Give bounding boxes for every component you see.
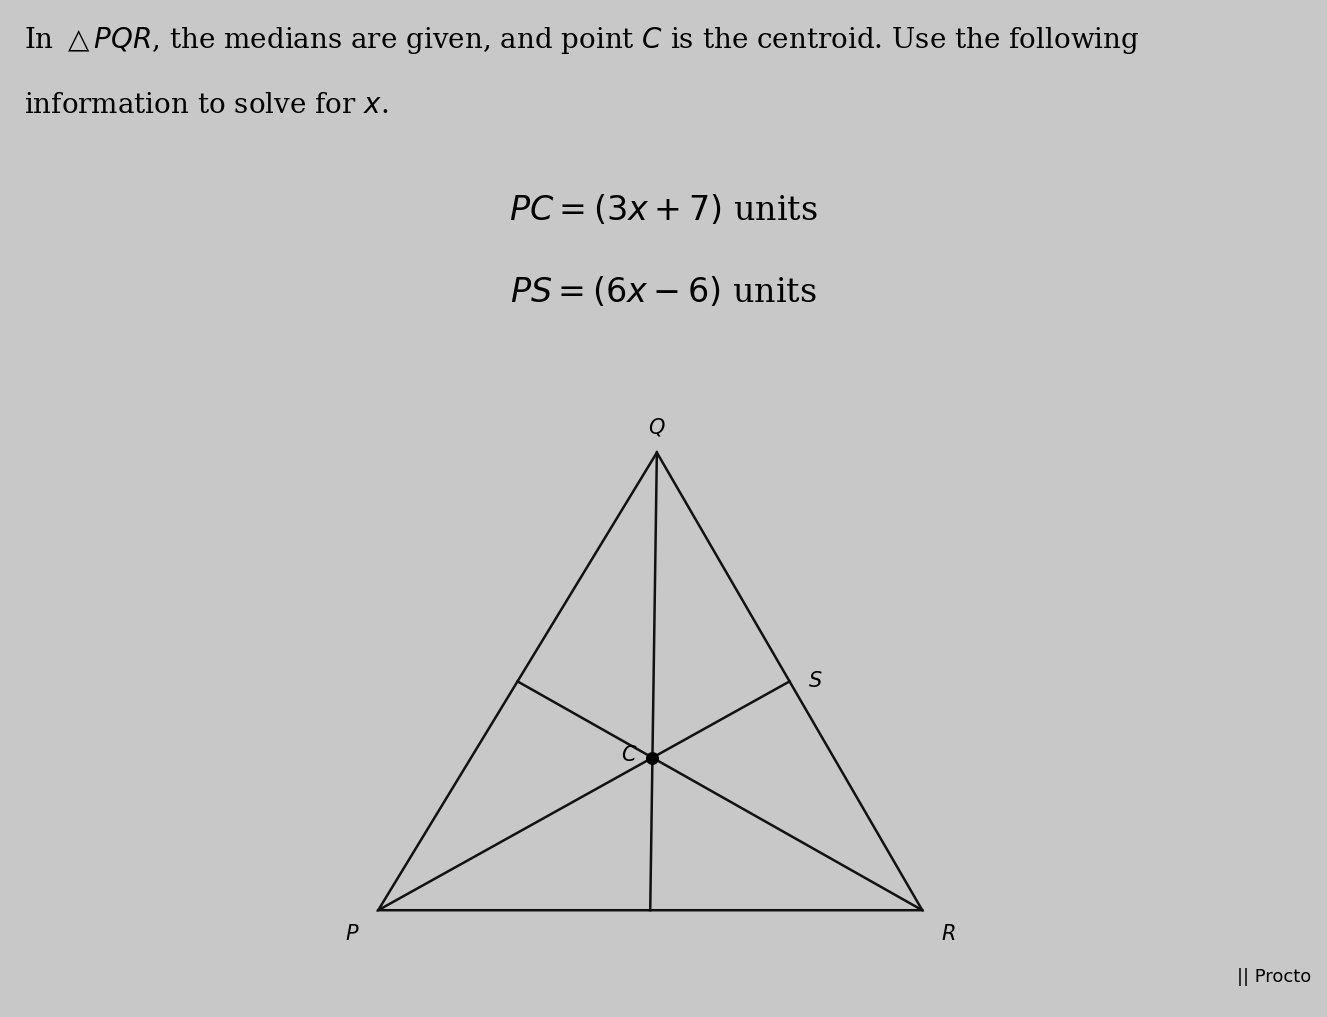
Text: || Procto: || Procto [1237,968,1311,986]
Text: $C$: $C$ [621,744,637,765]
Text: $P$: $P$ [345,924,360,945]
Text: In $\triangle PQR$, the medians are given, and point $C$ is the centroid. Use th: In $\triangle PQR$, the medians are give… [24,25,1140,56]
Text: information to solve for $x$.: information to solve for $x$. [24,92,389,119]
Point [642,750,664,766]
Text: $PS = (6x - 6)$ units: $PS = (6x - 6)$ units [510,275,817,308]
Text: $S$: $S$ [808,671,823,692]
Text: $PC = (3x + 7)$ units: $PC = (3x + 7)$ units [510,193,817,227]
Text: $Q$: $Q$ [648,416,666,438]
Text: $R$: $R$ [941,924,955,945]
